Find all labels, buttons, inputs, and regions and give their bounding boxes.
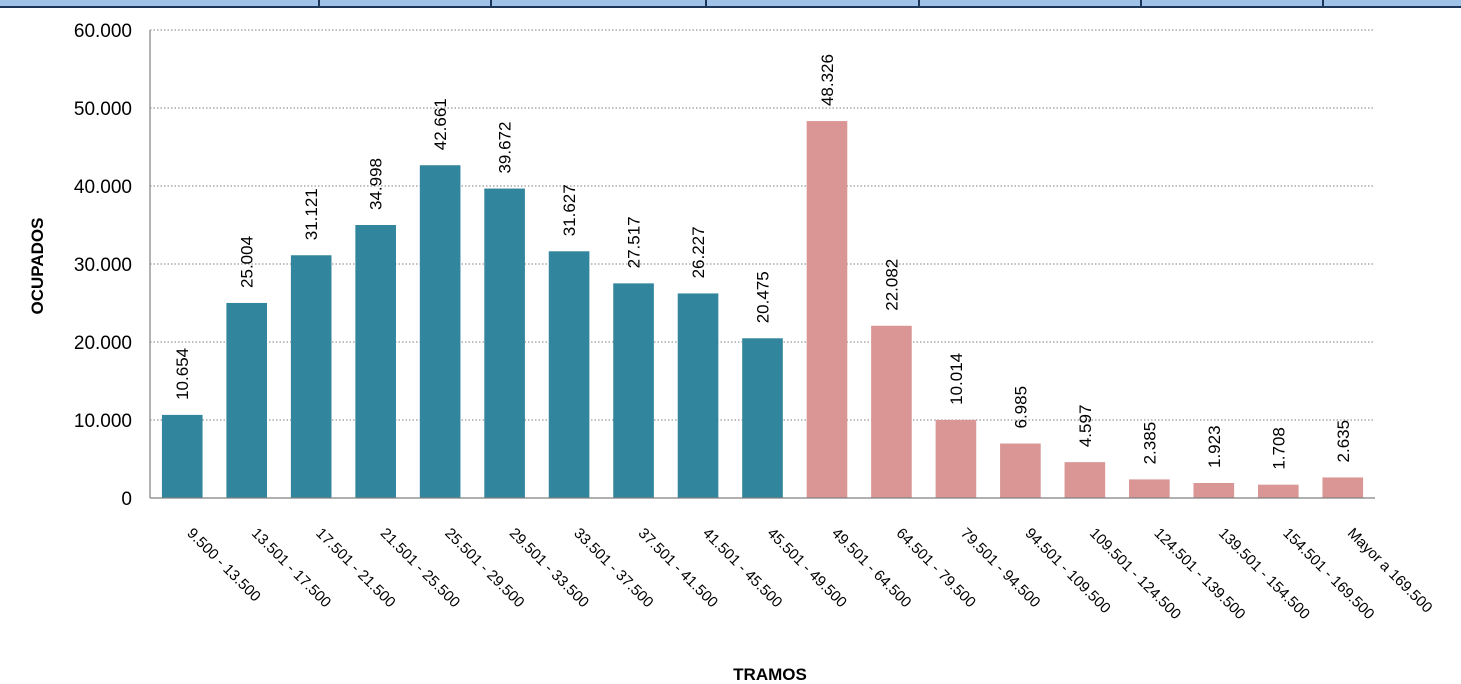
y-axis-ticks: 0 10.000 20.000 30.000 40.000 50.000 60.000	[74, 21, 132, 510]
table-cell-divider	[318, 0, 320, 8]
bar	[742, 338, 783, 498]
bar	[1322, 477, 1364, 498]
x-axis-title: TRAMOS	[733, 665, 807, 684]
bar	[1257, 484, 1299, 498]
bar	[1064, 462, 1106, 498]
y-tick-label: 10.000	[74, 411, 132, 432]
bar	[419, 165, 461, 498]
bar	[355, 225, 396, 498]
data-label: 10.014	[947, 353, 966, 405]
top-table-strip	[0, 0, 1461, 8]
bar	[1000, 443, 1041, 498]
data-label: 25.004	[238, 236, 257, 288]
data-label: 10.654	[173, 348, 192, 400]
bar	[613, 283, 654, 498]
data-label: 31.627	[560, 184, 579, 236]
data-label: 1.923	[1205, 425, 1224, 468]
table-cell-divider	[1322, 0, 1324, 8]
data-label: 4.597	[1076, 405, 1095, 448]
y-tick-label: 20.000	[74, 333, 132, 354]
table-cell-divider	[490, 0, 492, 8]
bar	[161, 414, 203, 498]
bar	[935, 419, 977, 498]
bar	[1129, 479, 1170, 498]
bar	[871, 325, 912, 498]
bar	[677, 293, 719, 498]
bar	[806, 121, 848, 499]
data-label: 42.661	[431, 98, 450, 150]
table-cell-divider	[918, 0, 920, 8]
data-label: 31.121	[302, 188, 321, 240]
data-label: 39.672	[496, 122, 515, 174]
data-label: 20.475	[754, 271, 773, 323]
bar	[226, 302, 268, 498]
y-tick-label: 50.000	[74, 99, 132, 120]
data-label: 2.385	[1140, 422, 1159, 465]
data-label: 2.635	[1334, 420, 1353, 463]
table-cell-divider	[1140, 0, 1142, 8]
bar	[548, 251, 590, 498]
data-label: 27.517	[625, 216, 644, 268]
data-label: 34.998	[367, 158, 386, 210]
y-tick-label: 40.000	[74, 177, 132, 198]
bar	[484, 188, 525, 498]
bar	[290, 255, 332, 498]
y-tick-label: 60.000	[74, 21, 132, 42]
data-label: 26.227	[689, 226, 708, 278]
data-label: 6.985	[1011, 386, 1030, 429]
data-labels: 10.654 25.004 31.121 34.998 42.661 39.672 31.6…	[173, 54, 1353, 470]
bar	[1193, 483, 1235, 498]
data-label: 22.082	[882, 259, 901, 311]
y-tick-label: 0	[121, 489, 132, 510]
table-cell-divider	[705, 0, 707, 8]
bars	[161, 121, 1364, 499]
y-axis-title: OCUPADOS	[28, 218, 47, 315]
y-tick-label: 30.000	[74, 255, 132, 276]
data-label: 1.708	[1269, 427, 1288, 470]
data-label: 48.326	[818, 54, 837, 106]
